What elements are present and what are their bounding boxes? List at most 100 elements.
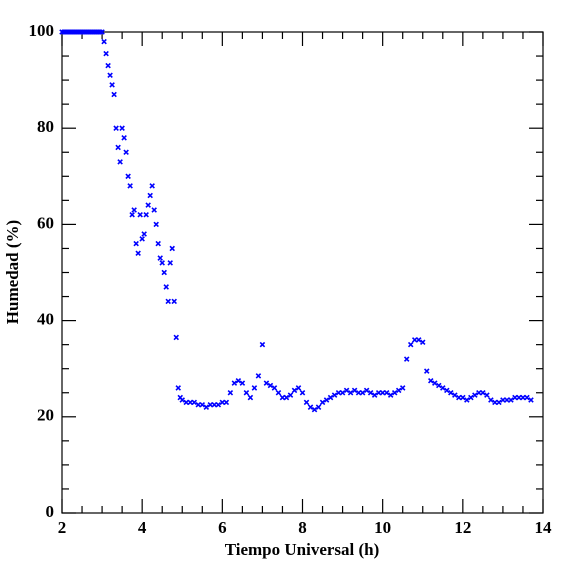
data-point xyxy=(165,298,171,305)
data-point xyxy=(271,385,278,391)
data-point xyxy=(444,387,450,394)
data-point xyxy=(359,389,366,396)
data-point xyxy=(139,236,145,242)
data-point xyxy=(129,212,135,218)
data-point xyxy=(363,387,370,394)
data-point xyxy=(299,389,306,396)
data-point xyxy=(227,389,234,396)
data-point xyxy=(153,221,159,228)
x-tick-label: 12 xyxy=(454,518,471,537)
data-point xyxy=(179,397,186,403)
data-point xyxy=(101,38,107,45)
y-axis-label: Humedad (%) xyxy=(3,220,22,324)
y-tick-label: 100 xyxy=(29,21,55,40)
data-point xyxy=(480,389,486,396)
data-point xyxy=(343,387,350,394)
x-tick-label: 8 xyxy=(298,518,307,537)
y-tick-label: 20 xyxy=(37,406,54,425)
data-point xyxy=(432,380,438,386)
data-point xyxy=(327,394,334,401)
data-point xyxy=(145,202,151,208)
data-point xyxy=(251,385,258,391)
data-point xyxy=(496,399,502,406)
data-point xyxy=(395,387,402,394)
data-point xyxy=(169,245,175,252)
data-point xyxy=(387,392,394,398)
x-tick-label: 6 xyxy=(218,518,227,537)
data-point xyxy=(119,125,125,131)
data-point xyxy=(331,392,338,398)
data-point xyxy=(367,389,374,396)
data-point xyxy=(117,159,123,165)
data-point xyxy=(307,404,314,410)
data-point xyxy=(275,389,282,396)
data-point xyxy=(235,377,242,384)
data-point xyxy=(149,183,155,189)
data-point xyxy=(239,380,246,386)
data-point xyxy=(524,394,530,401)
data-point xyxy=(123,149,129,156)
data-point xyxy=(419,339,426,346)
data-point xyxy=(528,397,534,403)
data-point xyxy=(215,402,222,408)
data-point xyxy=(223,399,230,406)
data-point xyxy=(403,356,410,362)
data-point xyxy=(323,397,330,403)
data-point xyxy=(460,394,466,401)
data-point xyxy=(243,389,250,396)
plot-frame xyxy=(61,31,544,514)
y-tick-label: 40 xyxy=(37,310,54,329)
data-point xyxy=(488,397,494,403)
data-point xyxy=(311,406,318,413)
data-point xyxy=(231,380,238,386)
data-point xyxy=(452,392,458,398)
x-tick-label: 4 xyxy=(138,518,147,537)
data-point xyxy=(107,72,113,79)
data-point xyxy=(125,173,131,180)
data-point xyxy=(137,212,143,218)
data-point xyxy=(115,144,121,151)
data-point xyxy=(255,373,262,379)
data-point xyxy=(113,125,119,131)
data-point xyxy=(472,392,478,398)
data-point xyxy=(351,387,358,394)
y-tick-label: 0 xyxy=(46,502,55,521)
data-point xyxy=(267,382,274,389)
data-point xyxy=(283,394,290,401)
data-point xyxy=(303,399,310,406)
data-point xyxy=(339,389,346,396)
data-point xyxy=(291,387,298,394)
data-point xyxy=(391,389,398,396)
data-point xyxy=(423,368,430,374)
x-tick-label: 2 xyxy=(58,518,67,537)
data-point xyxy=(99,29,105,35)
x-axis-label: Tiempo Universal (h) xyxy=(225,540,380,559)
data-point xyxy=(173,334,180,341)
data-point xyxy=(121,135,127,141)
data-point xyxy=(415,337,422,343)
data-point xyxy=(167,260,173,266)
data-point xyxy=(203,404,210,410)
data-point xyxy=(109,82,115,88)
data-point xyxy=(247,394,254,401)
x-tick-label: 10 xyxy=(374,518,391,537)
data-point xyxy=(440,385,446,391)
data-point xyxy=(347,389,354,396)
data-point xyxy=(371,392,378,398)
y-tick-label: 80 xyxy=(37,117,54,136)
data-point xyxy=(159,260,165,266)
data-point xyxy=(191,399,198,406)
data-point xyxy=(135,250,141,257)
data-point xyxy=(508,397,514,403)
x-tick-label: 14 xyxy=(535,518,553,537)
data-point xyxy=(143,212,149,218)
data-point xyxy=(428,377,434,384)
data-point xyxy=(199,402,206,408)
data-point xyxy=(484,392,490,398)
data-point xyxy=(105,62,111,69)
data-point xyxy=(133,240,139,247)
data-point xyxy=(155,240,161,247)
data-point xyxy=(131,207,137,213)
data-point xyxy=(127,183,133,189)
